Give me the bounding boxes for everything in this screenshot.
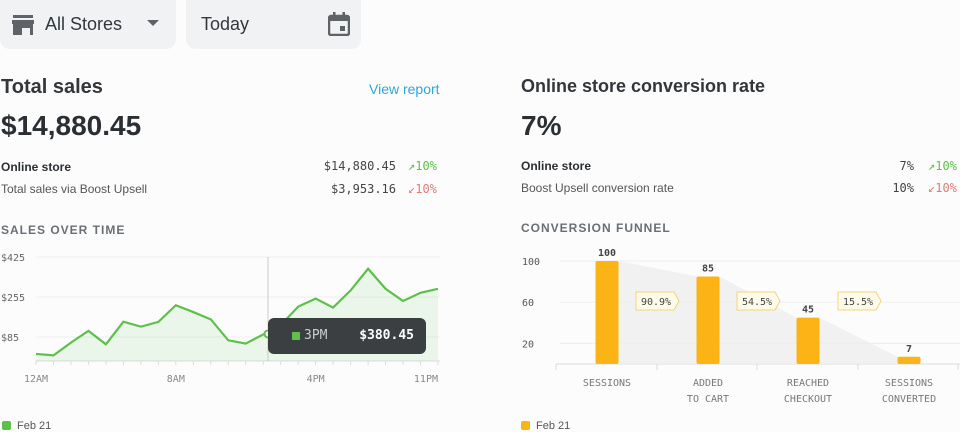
legend-swatch-sales bbox=[2, 421, 11, 430]
y-tick-label: 60 bbox=[522, 298, 534, 309]
tooltip-label: 3PM bbox=[304, 328, 327, 343]
category-label: SESSIONS bbox=[583, 378, 631, 389]
category-label: CHECKOUT bbox=[784, 394, 832, 405]
step-rate-label: 90.9% bbox=[641, 297, 671, 308]
conversion-funnel-chart: 100 60 20 100 SESSIONS 85 ADDED TO CART 45 REACHE… bbox=[480, 0, 960, 431]
category-label: TO CART bbox=[687, 394, 729, 405]
funnel-bar bbox=[797, 318, 820, 364]
bar-value-label: 100 bbox=[598, 248, 616, 259]
funnel-bar bbox=[898, 357, 921, 364]
funnel-bar bbox=[697, 276, 720, 364]
legend-label-funnel: Feb 21 bbox=[536, 420, 570, 432]
bar-value-label: 45 bbox=[802, 305, 814, 316]
funnel-shade bbox=[619, 261, 921, 364]
x-tick-label: 12AM bbox=[24, 374, 48, 385]
y-tick-label: 20 bbox=[522, 339, 534, 350]
category-label: ADDED bbox=[693, 378, 723, 389]
sales-over-time-chart: $425 $255 $85 12AM 8AM 4PM 11PM bbox=[0, 0, 480, 431]
legend-swatch-funnel bbox=[521, 421, 530, 430]
chart-tooltip: 3PM $380.45 bbox=[268, 318, 426, 354]
bar-value-label: 7 bbox=[906, 344, 912, 355]
tooltip-value: $380.45 bbox=[359, 328, 414, 343]
y-tick-label: 100 bbox=[522, 257, 540, 268]
category-label: SESSIONS bbox=[885, 378, 933, 389]
category-label: REACHED bbox=[787, 378, 829, 389]
category-label: CONVERTED bbox=[882, 394, 936, 405]
step-rate-label: 15.5% bbox=[843, 297, 873, 308]
funnel-bar bbox=[596, 261, 619, 364]
y-tick-label: $255 bbox=[1, 293, 25, 304]
tooltip-swatch bbox=[292, 332, 300, 340]
x-tick-label: 11PM bbox=[414, 374, 438, 385]
bar-value-label: 85 bbox=[702, 263, 714, 274]
y-tick-label: $425 bbox=[1, 253, 25, 264]
y-tick-label: $85 bbox=[1, 333, 19, 344]
x-tick-label: 4PM bbox=[307, 374, 325, 385]
x-tick-label: 8AM bbox=[167, 374, 185, 385]
legend-label-sales: Feb 21 bbox=[17, 420, 51, 432]
step-rate-label: 54.5% bbox=[742, 297, 772, 308]
